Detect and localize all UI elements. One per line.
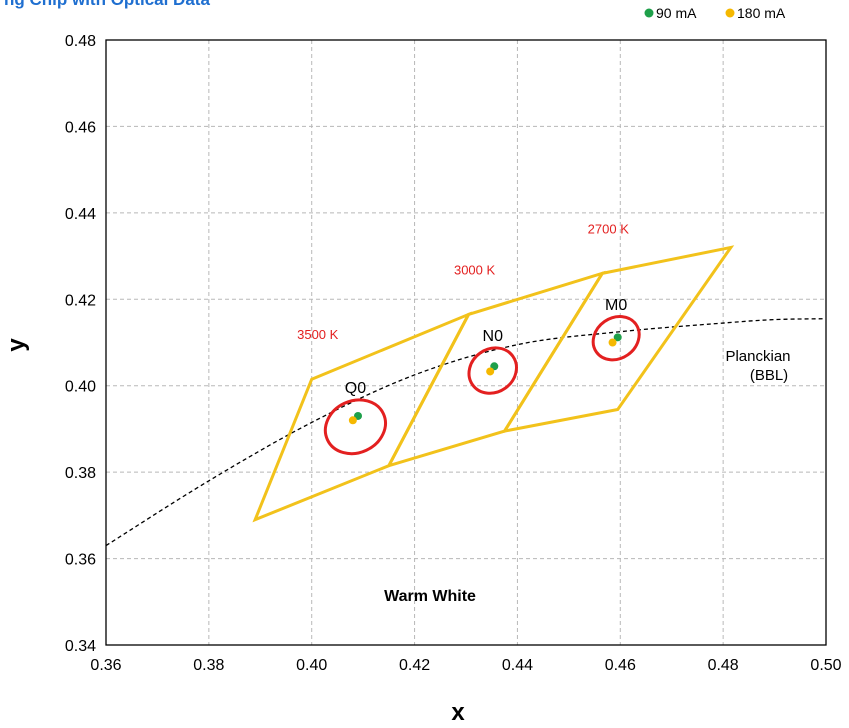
macadam-ellipse-n0	[467, 346, 518, 395]
macadam-ellipse-m0	[591, 315, 641, 362]
bin-quadrangles	[252, 245, 735, 523]
bin-quad-q0	[252, 311, 472, 523]
legend-marker-180ma	[725, 8, 735, 18]
planckian-locus-line	[105, 318, 827, 547]
y-tick-label: 0.36	[65, 552, 96, 569]
legend: 90 mA 180 mA	[644, 5, 786, 21]
data-point-180ma	[608, 338, 617, 347]
annotation-labels: Q0 3500 K N0 3000 K M0 2700 K	[297, 221, 629, 396]
y-axis-label: y	[3, 338, 30, 352]
x-tick-label: 0.48	[708, 657, 739, 674]
plot-frame	[105, 39, 827, 646]
x-axis-label: x	[451, 699, 465, 726]
y-tick-label: 0.40	[65, 379, 96, 396]
y-tick-label: 0.46	[65, 119, 96, 136]
cct-label-q0: 3500 K	[297, 327, 339, 342]
x-tick-label: 0.46	[605, 657, 636, 674]
cct-label-n0: 3000 K	[454, 262, 496, 277]
macadam-ellipses	[323, 315, 641, 456]
x-tick-label: 0.40	[296, 657, 327, 674]
region-label-warm-white: Warm White	[384, 588, 476, 605]
data-point-180ma	[486, 367, 495, 376]
tick-labels: 0.36 0.38 0.40 0.42 0.44 0.46 0.48 0.50 0.34 0.36…	[65, 33, 842, 674]
data-point-180ma	[348, 416, 357, 425]
page-title: ng Chip with Optical Data	[4, 0, 210, 10]
x-tick-label: 0.50	[810, 657, 841, 674]
bin-label-m0: M0	[605, 297, 627, 314]
legend-label-90ma: 90 mA	[656, 5, 697, 21]
x-tick-label: 0.42	[399, 657, 430, 674]
bin-label-n0: N0	[483, 328, 504, 345]
grid	[106, 40, 826, 645]
legend-marker-90ma	[644, 8, 654, 18]
y-tick-label: 0.42	[65, 292, 96, 309]
x-tick-label: 0.36	[90, 657, 121, 674]
data-points	[348, 333, 622, 425]
planckian-label-line1: Planckian	[725, 348, 790, 365]
legend-label-180ma: 180 mA	[737, 5, 786, 21]
y-tick-label: 0.34	[65, 638, 96, 655]
x-tick-label: 0.44	[502, 657, 533, 674]
cct-label-m0: 2700 K	[588, 221, 630, 236]
data-point-90ma	[613, 333, 622, 342]
macadam-ellipse-q0	[323, 398, 387, 456]
x-tick-label: 0.38	[193, 657, 224, 674]
y-tick-label: 0.48	[65, 33, 96, 50]
bin-label-q0: Q0	[345, 380, 366, 397]
y-tick-label: 0.44	[65, 206, 96, 223]
planckian-label-line2: (BBL)	[750, 367, 788, 384]
y-tick-label: 0.38	[65, 465, 96, 482]
bin-quad-m0	[501, 245, 735, 434]
